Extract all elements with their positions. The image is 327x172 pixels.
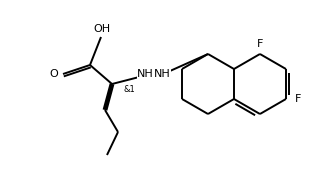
Text: F: F <box>257 39 263 49</box>
Text: O: O <box>50 69 59 79</box>
Text: &1: &1 <box>123 84 135 94</box>
Text: NH: NH <box>137 69 154 79</box>
Text: NH: NH <box>154 69 171 79</box>
Text: F: F <box>295 94 301 104</box>
Text: OH: OH <box>94 24 111 34</box>
